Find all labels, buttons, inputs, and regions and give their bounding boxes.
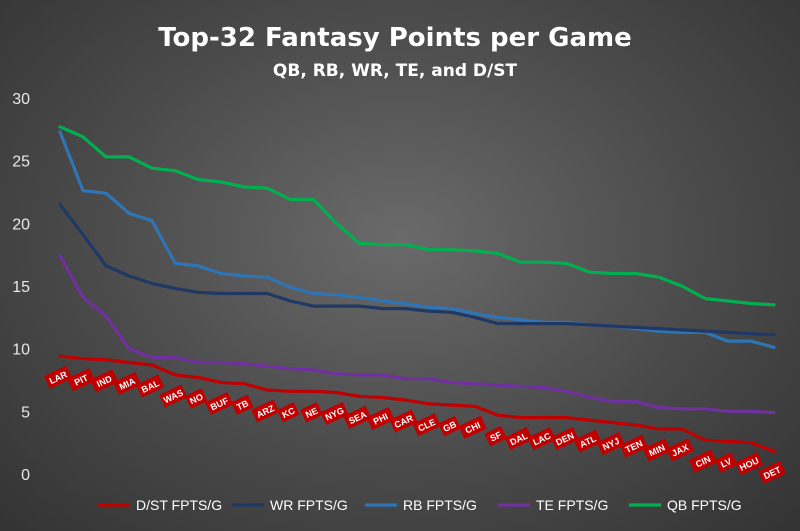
data-label: DAL (504, 427, 533, 451)
data-label-box (320, 401, 349, 426)
data-label: TB (231, 394, 254, 416)
data-label: BAL (135, 374, 165, 398)
data-label-box (112, 371, 142, 396)
data-label: CIN (688, 449, 718, 473)
data-label-box (412, 413, 441, 437)
series-line-wr (58, 202, 776, 337)
data-label-box (757, 460, 787, 484)
data-label: GB (438, 415, 461, 437)
legend-label: D/ST FPTS/G (136, 497, 222, 513)
data-label-box (550, 427, 579, 451)
data-label: DEN (550, 427, 579, 451)
series-line-qb (58, 125, 776, 307)
legend-label: QB FPTS/G (667, 497, 742, 513)
data-label-box (688, 449, 718, 473)
data-label: KC (277, 402, 300, 423)
y-axis: 0 5 10 15 20 25 30 (12, 91, 30, 484)
data-label: SF (484, 425, 507, 447)
data-label: DET (757, 460, 787, 484)
data-label-box (596, 432, 625, 456)
y-tick-label: 20 (12, 216, 30, 233)
data-label: PIT (66, 368, 96, 392)
data-label-box (66, 368, 96, 392)
data-label-box (135, 374, 165, 398)
data-label-box (89, 369, 119, 393)
data-label-box (527, 427, 556, 451)
data-label-box (300, 402, 323, 423)
data-label: JAX (665, 438, 695, 462)
data-label: IND (89, 369, 119, 393)
data-label: LAR (43, 365, 73, 389)
data-label-box (389, 409, 418, 433)
data-label: CHI (458, 415, 487, 439)
data-label: MIA (112, 371, 142, 396)
data-label-box (184, 388, 208, 409)
chart-title: Top-32 Fantasy Points per Game (158, 23, 632, 53)
data-label-box (43, 365, 73, 389)
y-tick-label: 10 (12, 342, 30, 359)
legend-label: WR FPTS/G (270, 497, 348, 513)
data-label: CAR (389, 409, 418, 433)
data-label: MIN (642, 438, 671, 462)
data-label-box (714, 452, 738, 473)
data-label-box (251, 399, 280, 423)
data-label-box (619, 434, 648, 458)
chart-subtitle: QB, RB, WR, TE, and D/ST (273, 61, 518, 81)
series-line-rb (58, 130, 776, 349)
data-label-box (159, 384, 188, 408)
data-label: NYG (320, 401, 349, 426)
data-label-box (642, 438, 671, 462)
data-label: SEA (343, 405, 372, 429)
data-label-box (231, 394, 254, 416)
data-label: LAC (527, 427, 556, 451)
data-label-box (205, 391, 234, 416)
data-label-box (438, 415, 461, 437)
data-label: NO (184, 388, 208, 409)
y-tick-label: 30 (12, 91, 30, 108)
data-label-box (277, 402, 300, 423)
data-label: TEN (619, 434, 648, 458)
data-label-box (366, 406, 395, 431)
data-label: HOU (734, 452, 764, 476)
plot-area (58, 125, 776, 453)
y-tick-label: 5 (21, 404, 30, 421)
y-tick-label: 0 (21, 467, 30, 484)
y-tick-label: 25 (12, 154, 30, 171)
data-label-box (734, 452, 764, 476)
legend: D/ST FPTS/G WR FPTS/G RB FPTS/G TE FPTS/G QB… (98, 497, 742, 513)
data-label: BUF (205, 391, 234, 416)
series-line-dst (58, 354, 776, 453)
data-label: ATL (573, 429, 602, 453)
data-label-text: TB (235, 398, 251, 412)
data-label: CLE (412, 413, 441, 437)
data-label-box (343, 405, 372, 429)
y-tick-label: 15 (12, 279, 30, 296)
series-line-te (58, 254, 776, 415)
data-label-box (665, 438, 695, 462)
data-label: ARZ (251, 399, 280, 423)
data-label-text: SF (488, 429, 503, 443)
data-label: NYJ (596, 432, 625, 456)
data-label: PHI (366, 406, 395, 431)
data-label-text: LV (719, 456, 733, 470)
data-label: LV (714, 452, 738, 473)
data-label-box (504, 427, 533, 451)
data-label: WAS (159, 384, 188, 408)
data-label-box (573, 429, 602, 453)
data-label: NE (300, 402, 323, 423)
data-label-box (458, 415, 487, 439)
legend-label: TE FPTS/G (536, 497, 608, 513)
data-label-text: NE (304, 406, 320, 420)
data-label-box (484, 425, 507, 447)
legend-label: RB FPTS/G (403, 497, 477, 513)
